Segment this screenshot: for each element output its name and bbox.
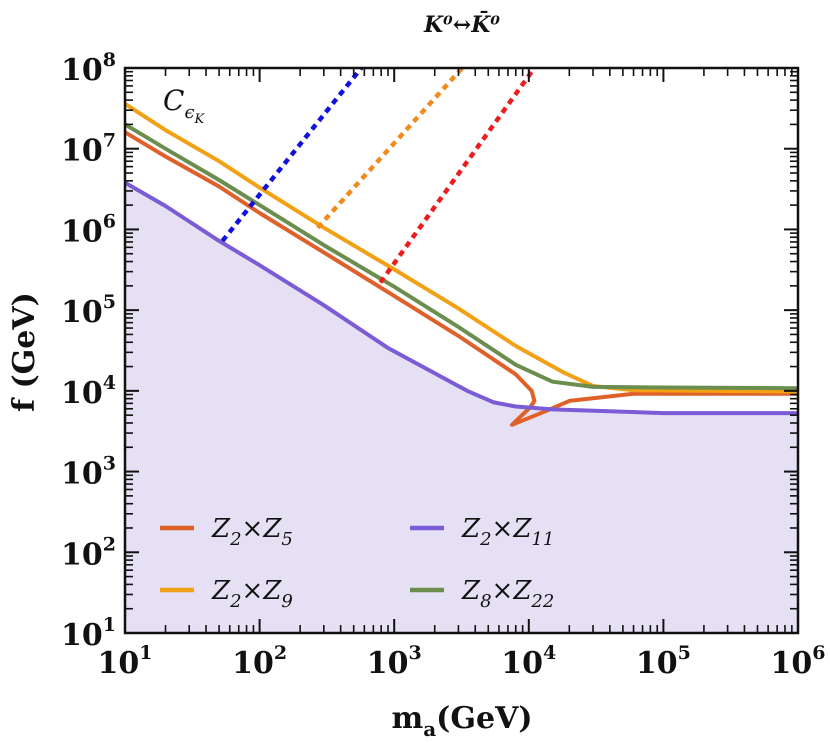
series-blue-dotted [220, 68, 364, 243]
y-tick-label-base: 10 [61, 214, 103, 249]
y-tick-label: 104 [61, 372, 116, 411]
x-tick-label-base: 10 [771, 646, 813, 681]
legend-item: Z8×Z22 [410, 576, 554, 612]
x-axis-title-sub: a [423, 717, 436, 741]
y-tick-label-exponent: 2 [103, 533, 116, 555]
chart-title: K⁰↔K̄⁰ [423, 10, 500, 38]
x-tick-label-exponent: 1 [139, 642, 152, 664]
panel-label: CϵK [163, 84, 206, 127]
x-tick-label-exponent: 2 [274, 642, 287, 664]
y-axis-title: f (GeV) [7, 292, 42, 412]
series-layer [125, 68, 798, 427]
y-tick-label-exponent: 3 [103, 453, 116, 475]
y-tick-label-base: 10 [61, 537, 103, 572]
legend-label-b: Z [262, 514, 282, 544]
y-tick-label-base: 10 [61, 457, 103, 492]
legend-label-op: × [492, 576, 514, 606]
ticks-layer: 101 102 103 104 105 1061011021031041051061071… [61, 49, 825, 681]
legend-label-op: × [492, 514, 514, 544]
series-orange-dotted [316, 68, 464, 230]
legend-label-a-sub: 2 [229, 591, 241, 612]
x-tick-label-base: 10 [501, 646, 543, 681]
legend-label: Z8×Z22 [461, 576, 554, 612]
legend-item: Z2×Z11 [410, 514, 554, 550]
legend-item: Z2×Z5 [160, 514, 293, 550]
legend-label-b: Z [512, 576, 532, 606]
legend-label-b-sub: 22 [530, 591, 554, 612]
x-tick-label-base: 10 [367, 646, 409, 681]
legend-label-b: Z [512, 514, 532, 544]
series-z8-z22 [125, 122, 798, 391]
y-tick-label: 103 [61, 453, 116, 492]
legend-label-a: Z [211, 514, 231, 544]
x-tick-label: 102 [232, 642, 287, 681]
x-tick-label: 105 [636, 642, 691, 681]
y-tick-label: 107 [61, 130, 116, 169]
legend-label-a: Z [461, 514, 481, 544]
x-tick-label-exponent: 3 [408, 642, 421, 664]
x-tick-label: 103 [367, 642, 422, 681]
y-tick-label: 101 [61, 614, 116, 653]
y-tick-label-exponent: 1 [103, 614, 116, 636]
legend-label-a-sub: 8 [480, 591, 491, 612]
panel-label-subsub: K [194, 112, 206, 127]
x-axis-title-main: m [391, 701, 423, 736]
y-tick-label-exponent: 4 [103, 372, 116, 394]
panel-label-sub: ϵ [184, 102, 194, 123]
x-axis-title: ma(GeV) [391, 701, 532, 741]
x-tick-label: 106 [771, 642, 826, 681]
excluded-region [125, 182, 798, 633]
x-tick-label: 101 [98, 642, 153, 681]
y-tick-label-base: 10 [61, 376, 103, 411]
series-z2-z5 [125, 130, 798, 427]
legend-label: Z2×Z11 [461, 514, 554, 550]
legend-label-b-sub: 11 [531, 529, 554, 550]
legend-label-op: × [242, 514, 264, 544]
x-tick-label-base: 10 [232, 646, 274, 681]
legend-label-b-sub: 9 [281, 591, 292, 612]
plot-frame [123, 66, 800, 635]
y-tick-label-exponent: 8 [103, 49, 116, 71]
y-tick-label: 105 [61, 291, 116, 330]
legend-label-b: Z [262, 576, 282, 606]
legend-label: Z2×Z5 [211, 514, 293, 550]
legend-label-op: × [242, 576, 264, 606]
legend-label-a: Z [211, 576, 231, 606]
legend-label: Z2×Z9 [211, 576, 293, 612]
x-axis-title-unit: (GeV) [436, 701, 532, 736]
x-tick-label-base: 10 [98, 646, 140, 681]
series-z2-z11 [125, 180, 798, 416]
legend-item: Z2×Z9 [160, 576, 293, 612]
legend-label-a-sub: 2 [479, 529, 491, 550]
x-tick-label-exponent: 6 [812, 642, 825, 664]
y-tick-label-base: 10 [61, 295, 103, 330]
y-tick-label-exponent: 6 [103, 210, 116, 232]
x-tick-label-exponent: 4 [543, 642, 556, 664]
y-tick-label-base: 10 [61, 618, 103, 653]
y-tick-label: 102 [61, 533, 116, 572]
x-tick-label-exponent: 5 [678, 642, 691, 664]
x-tick-label: 104 [501, 642, 556, 681]
x-tick-label-base: 10 [636, 646, 678, 681]
plot-area [125, 68, 798, 633]
legend-label-a-sub: 2 [229, 529, 241, 550]
y-tick-label: 108 [61, 49, 116, 88]
legend-label-a: Z [461, 576, 481, 606]
panel-label-main: C [163, 84, 184, 117]
y-tick-label-base: 10 [61, 134, 103, 169]
y-tick-label-exponent: 7 [103, 130, 116, 152]
legend-label-b-sub: 5 [281, 529, 292, 550]
series-red-dotted [378, 68, 537, 284]
y-tick-label-exponent: 5 [103, 291, 116, 313]
y-tick-label-base: 10 [61, 53, 103, 88]
y-tick-label: 106 [61, 210, 116, 249]
